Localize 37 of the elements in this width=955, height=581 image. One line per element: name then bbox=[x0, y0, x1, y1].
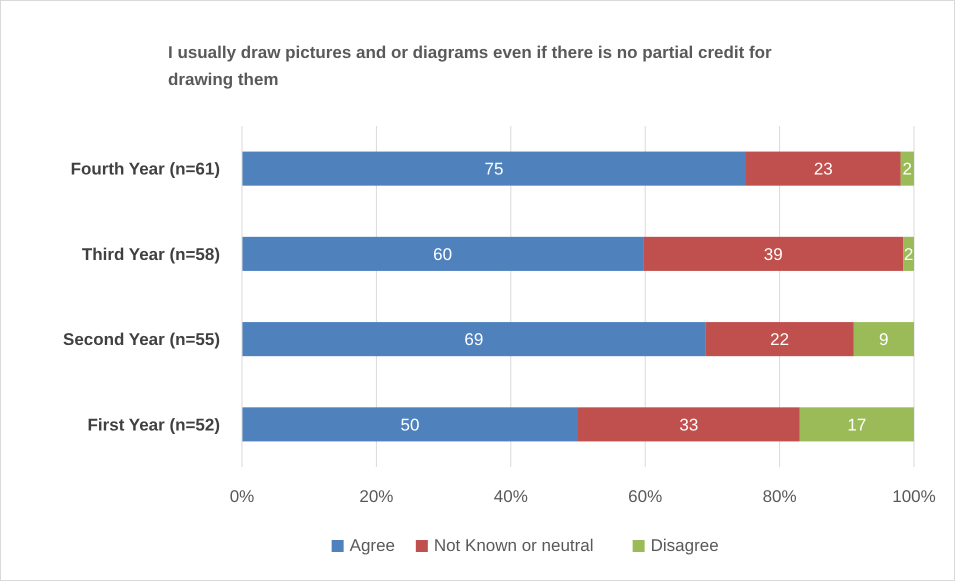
chart-title: I usually draw pictures and or diagrams even if there is no partial credit for drawing them bbox=[168, 43, 772, 89]
x-tick-label: 0% bbox=[230, 487, 254, 506]
bar bbox=[242, 407, 578, 442]
data-label: 9 bbox=[879, 330, 888, 350]
y-tick-label: Third Year (n=58) bbox=[82, 244, 220, 264]
bar bbox=[578, 407, 800, 442]
bar bbox=[900, 152, 914, 186]
y-tick-label: First Year (n=52) bbox=[88, 415, 220, 434]
x-tick-label: 40% bbox=[494, 487, 528, 506]
data-label: 75 bbox=[484, 160, 504, 179]
bar bbox=[706, 322, 854, 356]
x-tick-label: 100% bbox=[892, 487, 936, 506]
y-tick-label: Fourth Year (n=61) bbox=[70, 160, 220, 179]
data-label: 2 bbox=[902, 160, 912, 179]
bar bbox=[242, 152, 746, 186]
legend-label: Disagree bbox=[650, 536, 719, 555]
x-tick-label: 80% bbox=[762, 487, 797, 506]
y-tick-label: Second Year (n=55) bbox=[62, 330, 220, 350]
data-label: 39 bbox=[764, 244, 783, 264]
bar bbox=[242, 236, 644, 271]
bar bbox=[643, 236, 904, 271]
data-label: 33 bbox=[679, 415, 698, 434]
bar bbox=[746, 152, 901, 186]
data-label: 22 bbox=[770, 330, 790, 350]
x-tick-label: 20% bbox=[359, 487, 394, 506]
data-label: 2 bbox=[904, 244, 914, 264]
data-label: 60 bbox=[433, 244, 452, 264]
legend-label: Agree bbox=[350, 536, 396, 555]
data-label: 23 bbox=[814, 160, 833, 179]
data-label: 69 bbox=[464, 330, 484, 350]
bar bbox=[242, 322, 706, 356]
bar bbox=[800, 407, 914, 442]
bar bbox=[854, 322, 914, 356]
data-label: 17 bbox=[847, 415, 866, 434]
legend-label: Not Known or neutral bbox=[434, 536, 594, 555]
x-tick-label: 60% bbox=[628, 487, 662, 506]
data-label: 50 bbox=[400, 415, 420, 434]
